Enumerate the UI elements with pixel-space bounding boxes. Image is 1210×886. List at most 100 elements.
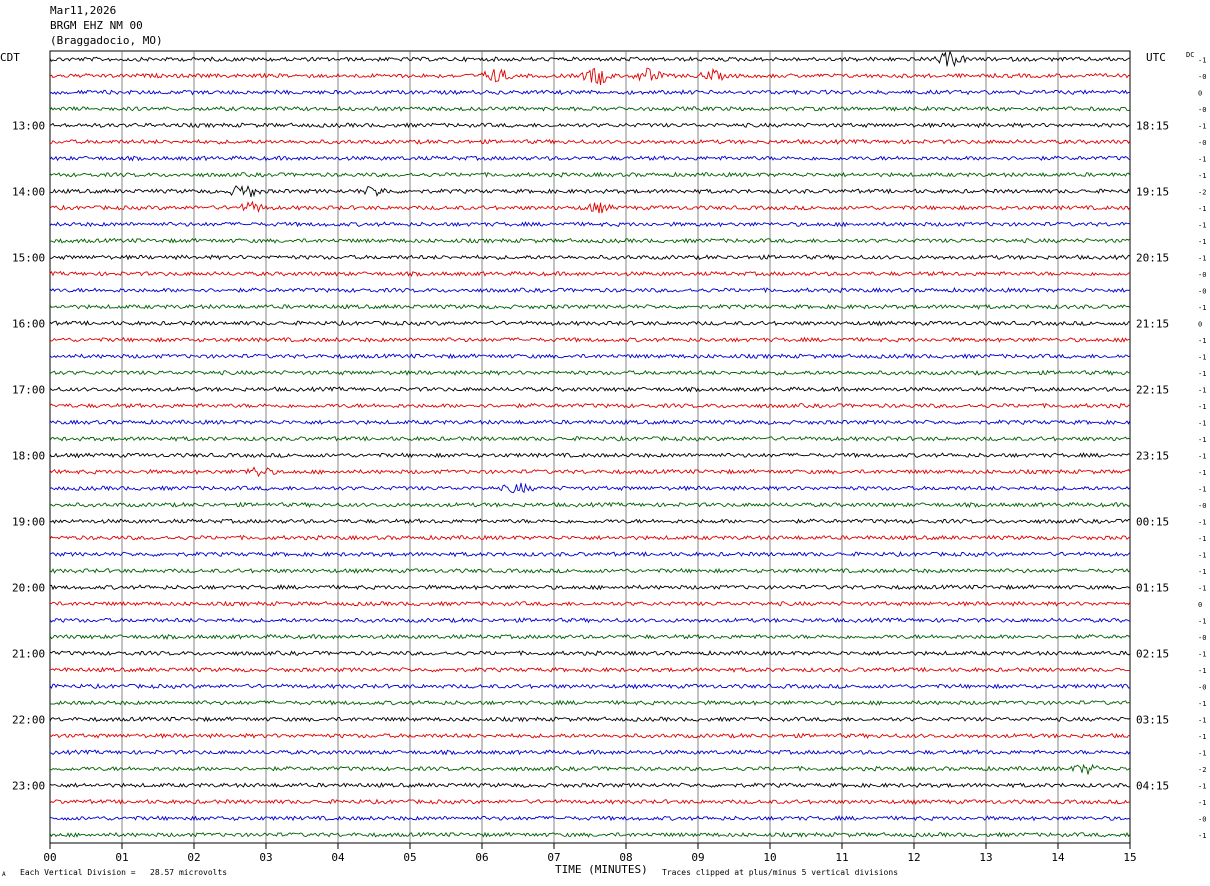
x-tick-label: 11 — [835, 851, 848, 864]
trace-line — [49, 649, 1131, 657]
trace-line — [49, 518, 1131, 525]
x-tick-label: 15 — [1123, 851, 1136, 864]
right-timezone-label: UTC — [1146, 51, 1166, 64]
x-tick-label: 00 — [43, 851, 56, 864]
trace-group — [49, 50, 1131, 838]
trace-line — [49, 716, 1131, 723]
trace-line — [49, 683, 1131, 690]
trace-line — [49, 699, 1131, 706]
dc-offset-label: -0 — [1198, 634, 1206, 642]
trace-line — [49, 418, 1131, 426]
trace-line — [49, 482, 1131, 494]
dc-offset-label: -1 — [1198, 535, 1206, 543]
trace-line — [49, 501, 1131, 509]
trace-line — [49, 171, 1131, 178]
right-hour-label: 03:15 — [1136, 713, 1169, 726]
trace-line — [49, 666, 1131, 673]
x-tick-label: 09 — [691, 851, 704, 864]
left-hour-label: 17:00 — [12, 383, 45, 396]
dc-offset-label: -1 — [1198, 403, 1206, 411]
trace-line — [49, 200, 1131, 214]
dc-offset-label: -0 — [1198, 287, 1206, 295]
trace-line — [49, 633, 1131, 641]
dc-offset-label: -2 — [1198, 188, 1206, 196]
right-hour-label: 22:15 — [1136, 383, 1169, 396]
trace-line — [49, 184, 1131, 198]
dc-offset-label: -1 — [1198, 782, 1206, 790]
right-hour-label: 23:15 — [1136, 449, 1169, 462]
dc-offset-label: -1 — [1198, 584, 1206, 592]
dc-offset-label: -0 — [1198, 271, 1206, 279]
dc-offset-label: -1 — [1198, 56, 1206, 64]
scale-note: Each Vertical Division = 28.57 microvolt… — [20, 868, 228, 877]
header-date: Mar11,2026 — [50, 4, 117, 17]
dc-offset-label: -1 — [1198, 716, 1206, 724]
dc-offset-label: -1 — [1198, 650, 1206, 658]
x-tick-label: 06 — [475, 851, 488, 864]
trace-line — [50, 600, 1131, 607]
trace-line — [49, 798, 1131, 805]
trace-line — [49, 138, 1131, 145]
dc-offset-label: -1 — [1198, 436, 1206, 444]
trace-line — [49, 105, 1131, 112]
trace-line — [49, 237, 1131, 244]
x-tick-label: 04 — [331, 851, 345, 864]
trace-line — [49, 286, 1131, 294]
left-hour-label: 22:00 — [12, 713, 45, 726]
trace-line — [49, 386, 1131, 393]
trace-line — [49, 435, 1131, 442]
left-hour-label: 23:00 — [12, 779, 45, 792]
dc-offset-label: -1 — [1198, 749, 1206, 757]
left-hour-label: 18:00 — [12, 449, 45, 462]
trace-line — [49, 50, 1131, 68]
x-axis: 00 01 02 03 04 05 06 07 08 09 10 11 12 13 14 15 — [43, 843, 1137, 864]
trace-line — [49, 782, 1131, 789]
left-hour-label: 13:00 — [12, 119, 45, 132]
x-tick-label: 02 — [187, 851, 200, 864]
dc-offset-label: -0 — [1198, 73, 1206, 81]
x-tick-label: 01 — [115, 851, 128, 864]
plot-frame — [49, 50, 1131, 844]
trace-line — [49, 67, 1131, 85]
hour-labels: 13:00 14:00 15:00 16:00 17:00 18:00 19:00 20:00… — [12, 119, 1169, 792]
dc-offset-labels: -1 -0 0 -0 -1 -0 -1 -1 -2 -1 -1 -1 -1 -0 -0 -1 0 -1 -1 -1 -1… — [1198, 56, 1206, 840]
dc-offset-label: -1 — [1198, 733, 1206, 741]
left-hour-label: 16:00 — [12, 317, 45, 330]
trace-line — [49, 749, 1131, 756]
dc-offset-label: -1 — [1198, 370, 1206, 378]
left-timezone-label: CDT — [0, 51, 20, 64]
dc-offset-label: -1 — [1198, 469, 1206, 477]
trace-line — [49, 831, 1131, 838]
dc-offset-label: -1 — [1198, 667, 1206, 675]
dc-offset-label: -1 — [1198, 568, 1206, 576]
trace-line — [49, 402, 1131, 409]
dc-offset-label: -1 — [1198, 221, 1206, 229]
dc-offset-label: -1 — [1198, 254, 1206, 262]
dc-label: DC — [1186, 51, 1194, 59]
left-hour-label: 19:00 — [12, 515, 45, 528]
right-hour-label: 21:15 — [1136, 317, 1169, 330]
dc-offset-label: -1 — [1198, 518, 1206, 526]
dc-offset-label: -1 — [1198, 452, 1206, 460]
right-hour-label: 00:15 — [1136, 515, 1169, 528]
x-tick-label: 03 — [259, 851, 272, 864]
trace-line — [49, 763, 1131, 775]
x-tick-label: 05 — [403, 851, 416, 864]
right-hour-label: 20:15 — [1136, 251, 1169, 264]
dc-offset-label: -1 — [1198, 304, 1206, 312]
dc-offset-label: -0 — [1198, 502, 1206, 510]
trace-line — [49, 320, 1131, 327]
dc-offset-label: -2 — [1198, 766, 1206, 774]
dc-offset-label: -1 — [1198, 337, 1206, 345]
dc-offset-label: -1 — [1198, 832, 1206, 840]
dc-offset-label: -0 — [1198, 106, 1206, 114]
left-hour-label: 20:00 — [12, 581, 45, 594]
dc-offset-label: -1 — [1198, 485, 1206, 493]
dc-offset-label: -1 — [1198, 419, 1206, 427]
plot-grid — [49, 50, 1131, 844]
trace-line — [49, 551, 1131, 558]
trace-line — [49, 89, 1131, 96]
dc-offset-label: 0 — [1198, 601, 1202, 609]
dc-offset-label: -1 — [1198, 238, 1206, 246]
